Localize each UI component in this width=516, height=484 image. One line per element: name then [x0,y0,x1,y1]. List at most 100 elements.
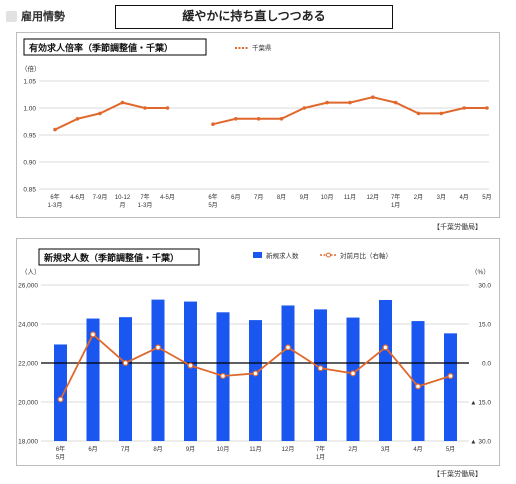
x-tick-label: 4-5月 [160,194,175,201]
x-tick-label: 10月 [321,194,334,201]
x-tick-label: 9月 [300,194,309,201]
y-tick-label-left: 22,000 [18,361,38,368]
data-point [485,106,489,110]
data-point [234,117,238,121]
bar [86,318,100,441]
series-line [54,101,168,131]
change-point [187,362,194,369]
data-point [439,111,444,116]
x-tick-label: 11月 [249,446,261,453]
data-point [416,111,421,116]
data-point [393,100,398,105]
openings-chart: 新規求人数（季節調整値・千葉）（人） （%） 新規求人数 対前月比（右軸） 26,000… [18,248,491,461]
x-tick-label: 11月 [344,194,356,201]
y-tick-label: 1.00 [23,106,36,113]
change-point [285,344,292,351]
x-tick-label: 3月 [381,446,390,453]
y-tick-label-right: ▲ 15.0 [470,400,491,407]
change-point [155,344,162,351]
change-point [415,383,422,390]
data-point [120,100,125,105]
section-label-text: 雇用情勢 [21,11,65,23]
bar [346,317,360,441]
bar [249,320,262,441]
y-axis-label-left: （人） [21,268,41,276]
source-label-1: 【千葉労働局】 [433,224,482,231]
bar [119,317,132,441]
bar [151,299,165,441]
data-point [143,106,147,110]
bar [379,300,392,441]
x-tick-label: 6月 [231,194,240,201]
data-point [211,122,215,126]
x-tick-label: 8月 [277,194,286,201]
legend-label-bars: 新規求人数 [266,251,299,260]
change-point [350,370,357,377]
bar [411,321,425,441]
y-tick-label-left: 18,000 [18,439,38,446]
x-tick-label: 1-3月 [48,202,63,209]
change-point [317,365,324,372]
x-tick-label: 1-3月 [138,202,153,209]
y-tick-label: 0.90 [23,160,36,167]
data-point [165,106,170,110]
y-tick-label-right: 0.0 [482,361,491,368]
legend-label: 千葉県 [252,43,272,52]
legend-bar-swatch [253,252,262,258]
ratio-chart-panel: 有効求人倍率（季節調整値・千葉） （倍） 1.05 1.00 0.95 0.90 0.85 6… [16,32,500,218]
bar [184,301,197,441]
data-point [325,100,329,105]
legend-line-marker [326,252,331,258]
x-tick-label: 12月 [282,446,295,453]
x-tick-label: 4-6月 [70,194,85,201]
x-tick-label: 5月 [446,446,455,453]
openings-chart-panel: 新規求人数（季節調整値・千葉） （人） （%） 新規求人数 対前月比（右軸） 26,000… [16,238,500,466]
bar [444,333,457,441]
chart-title: 有効求人倍率（季節調整値・千葉） [29,42,173,53]
data-point [348,100,352,105]
y-tick-label: 0.95 [23,133,36,140]
source-label-2: 【千葉労働局】 [433,471,482,478]
chart-title-box [38,248,200,266]
y-tick-label-left: 26,000 [18,283,38,290]
data-point [279,117,284,121]
x-tick-label: 1月 [391,202,400,209]
data-point [302,106,307,110]
data-point [371,95,375,99]
chart-title-box [23,38,207,56]
change-point [220,373,227,380]
headline-box: 緩やかに持ち直しつつある [115,5,393,29]
x-tick-label: 12月 [366,194,379,201]
bar [314,309,327,441]
x-tick-label: 6年 [50,193,59,201]
data-point [256,117,261,121]
y-tick-label-right: 15.0 [478,322,491,329]
data-point [98,111,102,116]
y-axis-label: （倍） [21,64,41,73]
x-tick-label: 7月 [121,446,130,453]
x-tick-label: 2月 [348,446,357,453]
data-point [462,106,466,110]
x-tick-label: 7年 [316,445,325,453]
x-tick-label: 10月 [217,446,230,453]
change-point [252,370,259,377]
legend-label-line: 対前月比（右軸） [340,251,392,260]
change-point [382,344,389,351]
x-tick-label: 9月 [186,446,195,453]
data-point [53,127,57,132]
x-tick-label: 6年 [56,445,65,453]
y-tick-label: 1.05 [23,79,36,86]
y-tick-label-right: 30.0 [478,283,491,290]
x-tick-label: 2月 [414,194,423,201]
y-axis-label-right: （%） [471,268,490,276]
x-tick-label: 4月 [459,194,468,201]
section-label: 雇用情勢 [6,8,65,24]
y-tick-label-left: 24,000 [18,322,38,329]
x-tick-label: 3月 [437,194,446,201]
section-marker-icon [6,10,17,22]
y-tick-label: 0.85 [23,187,36,194]
ratio-chart: 有効求人倍率（季節調整値・千葉） （倍） 1.05 1.00 0.95 0.90 0.85 6… [21,38,492,209]
change-point [122,359,129,366]
x-tick-label: 8月 [153,446,162,453]
x-tick-label: 7年 [140,193,149,201]
